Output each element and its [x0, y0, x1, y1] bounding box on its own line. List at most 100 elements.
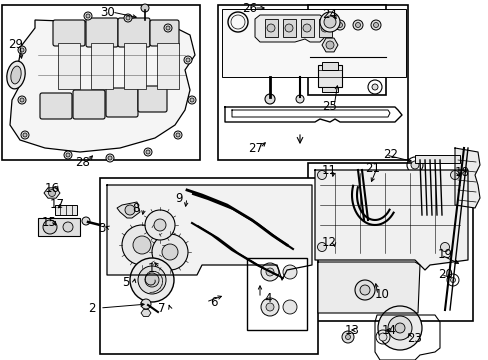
Text: 2: 2: [88, 302, 95, 315]
Circle shape: [146, 150, 150, 154]
Circle shape: [449, 171, 459, 180]
Text: 7: 7: [158, 302, 165, 315]
Circle shape: [154, 219, 165, 231]
Circle shape: [106, 154, 114, 162]
Circle shape: [345, 334, 350, 339]
Circle shape: [325, 41, 333, 49]
Circle shape: [18, 96, 26, 104]
Circle shape: [187, 96, 196, 104]
Circle shape: [317, 243, 326, 252]
Circle shape: [163, 24, 172, 32]
Bar: [124, 43, 146, 89]
Text: 22: 22: [382, 148, 397, 162]
Circle shape: [63, 222, 73, 232]
Text: 11: 11: [321, 163, 336, 176]
Circle shape: [371, 84, 377, 90]
Circle shape: [337, 22, 342, 27]
Text: 27: 27: [247, 141, 263, 154]
FancyBboxPatch shape: [106, 88, 138, 117]
Bar: [283, 19, 295, 37]
Bar: [321, 62, 337, 70]
Circle shape: [133, 236, 151, 254]
FancyBboxPatch shape: [86, 18, 118, 47]
Bar: [91, 43, 113, 89]
Bar: [321, 87, 337, 92]
Circle shape: [141, 4, 149, 12]
Polygon shape: [317, 262, 419, 313]
Text: 20: 20: [437, 269, 452, 282]
Bar: [264, 19, 278, 37]
Circle shape: [334, 20, 345, 30]
Circle shape: [354, 280, 374, 300]
Circle shape: [378, 333, 386, 341]
Text: 6: 6: [210, 296, 218, 309]
Circle shape: [183, 56, 192, 64]
FancyBboxPatch shape: [40, 93, 72, 119]
Polygon shape: [454, 148, 479, 208]
Circle shape: [264, 94, 274, 104]
Circle shape: [122, 225, 162, 265]
Circle shape: [283, 265, 296, 279]
Circle shape: [352, 20, 362, 30]
Text: 28: 28: [75, 156, 90, 168]
Text: 13: 13: [345, 324, 359, 337]
Circle shape: [319, 12, 339, 32]
Circle shape: [82, 217, 90, 225]
Circle shape: [185, 58, 190, 62]
Circle shape: [86, 14, 90, 18]
Polygon shape: [254, 15, 325, 42]
Circle shape: [125, 205, 135, 215]
Circle shape: [174, 131, 182, 139]
Circle shape: [124, 14, 132, 22]
Circle shape: [138, 266, 165, 294]
Bar: [307, 5, 385, 95]
Text: 19: 19: [437, 248, 452, 261]
FancyBboxPatch shape: [138, 86, 167, 112]
Circle shape: [84, 12, 92, 20]
Circle shape: [141, 299, 151, 309]
Circle shape: [20, 48, 24, 52]
Bar: [318, 19, 331, 37]
Bar: [222, 9, 405, 77]
Circle shape: [283, 300, 296, 314]
Circle shape: [162, 244, 178, 260]
Bar: [38, 218, 80, 236]
FancyBboxPatch shape: [118, 18, 150, 47]
FancyBboxPatch shape: [73, 90, 105, 119]
FancyBboxPatch shape: [150, 20, 179, 46]
Circle shape: [449, 278, 454, 283]
Circle shape: [266, 24, 274, 32]
Circle shape: [145, 210, 175, 240]
Circle shape: [320, 24, 328, 32]
Ellipse shape: [7, 61, 25, 89]
Text: 15: 15: [42, 216, 57, 229]
Circle shape: [265, 268, 273, 276]
Bar: [414, 155, 459, 163]
Circle shape: [143, 148, 152, 156]
Bar: [100, 178, 317, 354]
Text: 29: 29: [8, 39, 23, 51]
Polygon shape: [314, 170, 467, 270]
Text: 16: 16: [45, 181, 60, 194]
Bar: [307, 163, 472, 321]
Circle shape: [261, 298, 279, 316]
Polygon shape: [44, 188, 60, 198]
Circle shape: [440, 243, 448, 252]
Polygon shape: [141, 310, 151, 316]
Circle shape: [373, 22, 378, 27]
Circle shape: [265, 303, 273, 311]
Text: 18: 18: [454, 166, 469, 179]
Circle shape: [130, 258, 174, 302]
Text: 3: 3: [98, 221, 105, 234]
Text: 9: 9: [175, 192, 182, 204]
Circle shape: [190, 98, 194, 102]
Text: 4: 4: [264, 292, 271, 305]
Text: 25: 25: [321, 100, 336, 113]
Circle shape: [43, 220, 57, 234]
Bar: [301, 19, 313, 37]
Bar: [2, 5, 200, 160]
Circle shape: [152, 234, 187, 270]
Polygon shape: [321, 38, 337, 52]
Circle shape: [285, 24, 292, 32]
Circle shape: [23, 133, 27, 137]
